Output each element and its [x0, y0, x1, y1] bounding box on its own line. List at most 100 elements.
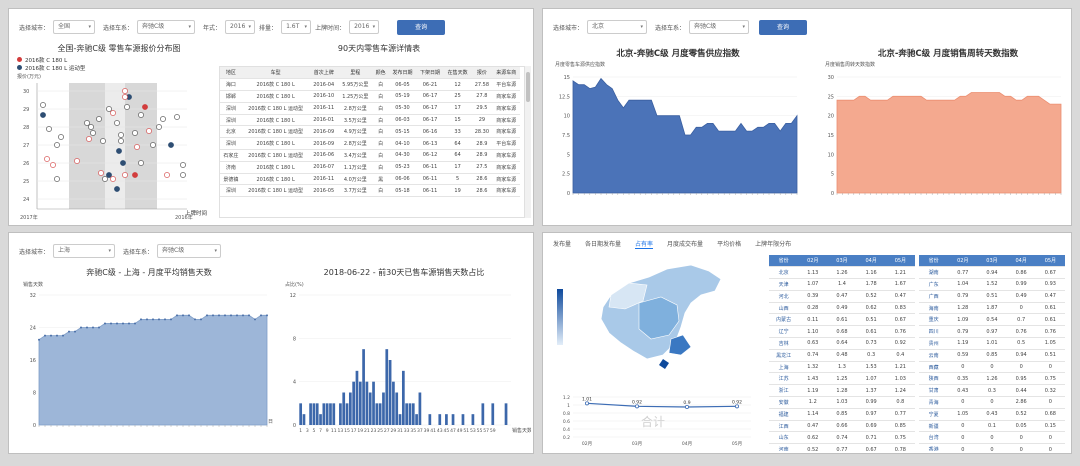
table-row[interactable]: 景德镇 2016款 C 180 L 2016-11 4.0万公里黑 06-06 06-11… — [220, 173, 520, 186]
table-row[interactable]: 贵州 1.19 1.01 0.5 1.05 — [919, 337, 1065, 350]
scatter-point[interactable] — [58, 134, 64, 140]
table-row[interactable]: 北京 1.13 1.26 1.16 1.21 — [769, 266, 915, 280]
line-point[interactable] — [74, 330, 76, 333]
line-point[interactable] — [128, 322, 130, 325]
line-point[interactable] — [176, 314, 178, 317]
bar[interactable] — [345, 403, 349, 425]
line-point[interactable] — [635, 404, 640, 409]
scatter-point[interactable] — [174, 114, 180, 120]
table-row[interactable]: 河北 0.39 0.47 0.52 0.47 — [769, 290, 915, 303]
bar[interactable] — [315, 403, 319, 425]
table-row[interactable]: 台湾 0 0 0 0 — [919, 431, 1065, 445]
scatter-point[interactable] — [142, 104, 148, 110]
bar[interactable] — [339, 403, 342, 425]
tab-5[interactable]: 上牌年限分布 — [755, 241, 792, 248]
scatter-point[interactable] — [40, 112, 46, 118]
table-row[interactable]: 江西 0.47 0.66 0.69 0.85 — [769, 420, 915, 433]
bar[interactable] — [445, 414, 448, 425]
scatter-point[interactable] — [46, 126, 52, 132]
scatter-point[interactable] — [102, 176, 108, 182]
table-row[interactable]: 云南 0.59 0.85 0.94 0.51 — [919, 349, 1065, 362]
area-series[interactable] — [836, 92, 1062, 194]
tab-4[interactable]: 平均价格 — [717, 241, 742, 248]
table-scrollbar[interactable] — [525, 66, 531, 218]
line-point[interactable] — [86, 326, 88, 329]
scatter-point[interactable] — [150, 142, 156, 148]
bar[interactable] — [438, 414, 442, 425]
line-point[interactable] — [80, 326, 82, 329]
scatter-point[interactable] — [180, 172, 186, 178]
table-row[interactable]: 陕西 0.35 1.26 0.95 0.75 — [919, 372, 1065, 386]
line-point[interactable] — [68, 330, 70, 333]
scatter-point[interactable] — [122, 172, 128, 178]
bar[interactable] — [368, 392, 372, 426]
scatter-point[interactable] — [90, 130, 96, 136]
bar[interactable] — [451, 414, 455, 425]
table-row[interactable]: 广西 0.79 0.51 0.49 0.47 — [919, 290, 1065, 303]
table-row[interactable]: 辽宁 1.10 0.68 0.61 0.76 — [769, 325, 915, 339]
line-point[interactable] — [218, 314, 220, 317]
table-row[interactable]: 吉林 0.63 0.64 0.73 0.92 — [769, 337, 915, 350]
line-point[interactable] — [146, 318, 148, 321]
bar[interactable] — [385, 349, 389, 425]
scatter-point[interactable] — [138, 160, 144, 166]
line-point[interactable] — [242, 314, 244, 317]
scatter-point[interactable] — [50, 162, 56, 168]
line-point[interactable] — [200, 318, 202, 321]
bar[interactable] — [309, 403, 312, 425]
table-row[interactable]: 重庆 1.09 0.54 0.7 0.61 — [919, 313, 1065, 327]
scatter-point[interactable] — [118, 138, 124, 144]
scatter-point[interactable] — [74, 158, 80, 164]
bar[interactable] — [461, 414, 465, 425]
table-row[interactable]: 宁夏 1.05 0.43 0.52 0.68 — [919, 408, 1065, 421]
scatter-point[interactable] — [114, 120, 120, 126]
scatter-point[interactable] — [168, 142, 174, 148]
line-point[interactable] — [92, 326, 94, 329]
scrollbar-thumb[interactable] — [526, 72, 530, 102]
scatter-point[interactable] — [122, 88, 128, 94]
bar[interactable] — [299, 403, 303, 425]
bar[interactable] — [312, 403, 316, 425]
scatter-point[interactable] — [160, 116, 166, 122]
scatter-point[interactable] — [88, 124, 94, 130]
table-row[interactable]: 安徽 1.2 1.03 0.99 0.8 — [769, 396, 915, 409]
scatter-point[interactable] — [54, 142, 60, 148]
bar[interactable] — [342, 392, 346, 426]
bar[interactable] — [428, 414, 432, 425]
line-point[interactable] — [194, 318, 196, 321]
legend-item[interactable]: 2016款 C 180 L — [17, 57, 85, 65]
bar[interactable] — [418, 392, 422, 426]
year-select[interactable]: 2016 ▾ — [225, 20, 256, 34]
table-row[interactable]: 湖南 0.77 0.94 0.86 0.67 — [919, 266, 1065, 280]
table-row[interactable]: 山东 0.62 0.74 0.71 0.75 — [769, 431, 915, 445]
scatter-point[interactable] — [40, 102, 46, 108]
china-map[interactable]: 合计 1.2 1 0.8 0.6 0.4 0.2 1.01 02月 0.92 03月 0.9 04月 0… — [551, 255, 765, 451]
line-point[interactable] — [38, 338, 40, 341]
bar[interactable] — [405, 403, 409, 425]
scatter-point[interactable] — [100, 138, 106, 144]
scatter-point[interactable] — [118, 132, 124, 138]
bar[interactable] — [365, 381, 369, 425]
line-point[interactable] — [122, 322, 124, 325]
bar[interactable] — [504, 403, 508, 425]
line-point[interactable] — [116, 322, 118, 325]
bar[interactable] — [471, 414, 475, 425]
table-row[interactable]: 山西 0.28 0.49 0.62 0.83 — [769, 302, 915, 315]
area-series[interactable] — [38, 314, 268, 426]
series-select[interactable]: 奔驰C级 ▾ — [157, 244, 222, 258]
bar[interactable] — [332, 403, 336, 425]
table-row[interactable]: 青海 0 0 2.86 0 — [919, 396, 1065, 409]
scatter-point[interactable] — [122, 94, 128, 100]
table-row[interactable]: 甘肃 0.43 0.3 0.44 0.32 — [919, 384, 1065, 398]
line-point[interactable] — [182, 314, 184, 317]
scatter-point[interactable] — [114, 186, 120, 192]
line-point[interactable] — [158, 318, 160, 321]
city-select[interactable]: 上海 ▾ — [53, 244, 116, 258]
scatter-point[interactable] — [84, 120, 90, 126]
bar[interactable] — [398, 414, 402, 425]
scatter-point[interactable] — [44, 156, 50, 162]
line-point[interactable] — [44, 334, 46, 337]
bar[interactable] — [415, 414, 418, 425]
table-row[interactable]: 广东 1.04 1.52 0.99 0.93 — [919, 278, 1065, 291]
scatter-point[interactable] — [86, 136, 92, 142]
